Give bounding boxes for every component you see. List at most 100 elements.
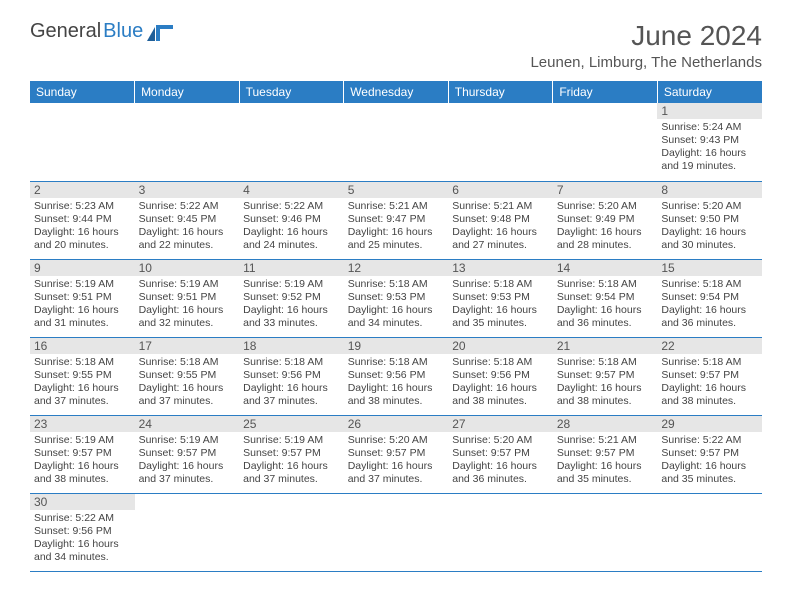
calendar-day-cell: 11Sunrise: 5:19 AMSunset: 9:52 PMDayligh… [239,259,344,337]
daylight-text: Daylight: 16 hours and 35 minutes. [557,460,654,486]
sunset-text: Sunset: 9:54 PM [557,291,654,304]
day-number: 3 [135,182,240,198]
day-content: Sunrise: 5:22 AMSunset: 9:45 PMDaylight:… [135,198,240,255]
sunset-text: Sunset: 9:57 PM [452,447,549,460]
sunset-text: Sunset: 9:57 PM [557,447,654,460]
day-number: 17 [135,338,240,354]
day-content: Sunrise: 5:20 AMSunset: 9:57 PMDaylight:… [448,432,553,489]
sunset-text: Sunset: 9:57 PM [661,447,758,460]
calendar-day-cell: 22Sunrise: 5:18 AMSunset: 9:57 PMDayligh… [657,337,762,415]
day-content: Sunrise: 5:19 AMSunset: 9:52 PMDaylight:… [239,276,344,333]
day-content: Sunrise: 5:19 AMSunset: 9:57 PMDaylight:… [135,432,240,489]
day-number: 1 [657,103,762,119]
calendar-header-row: SundayMondayTuesdayWednesdayThursdayFrid… [30,81,762,103]
sunrise-text: Sunrise: 5:18 AM [348,278,445,291]
sunset-text: Sunset: 9:55 PM [139,369,236,382]
day-number: 11 [239,260,344,276]
day-number: 8 [657,182,762,198]
day-content: Sunrise: 5:20 AMSunset: 9:49 PMDaylight:… [553,198,658,255]
sunset-text: Sunset: 9:56 PM [243,369,340,382]
day-content: Sunrise: 5:18 AMSunset: 9:53 PMDaylight:… [448,276,553,333]
calendar-empty-cell [657,493,762,571]
calendar-week-row: 1Sunrise: 5:24 AMSunset: 9:43 PMDaylight… [30,103,762,181]
day-number: 9 [30,260,135,276]
sunset-text: Sunset: 9:45 PM [139,213,236,226]
day-content: Sunrise: 5:22 AMSunset: 9:57 PMDaylight:… [657,432,762,489]
calendar-day-cell: 17Sunrise: 5:18 AMSunset: 9:55 PMDayligh… [135,337,240,415]
daylight-text: Daylight: 16 hours and 27 minutes. [452,226,549,252]
calendar-week-row: 30Sunrise: 5:22 AMSunset: 9:56 PMDayligh… [30,493,762,571]
day-number: 25 [239,416,344,432]
location: Leunen, Limburg, The Netherlands [530,54,762,71]
day-content: Sunrise: 5:18 AMSunset: 9:56 PMDaylight:… [344,354,449,411]
daylight-text: Daylight: 16 hours and 30 minutes. [661,226,758,252]
calendar-day-cell: 3Sunrise: 5:22 AMSunset: 9:45 PMDaylight… [135,181,240,259]
daylight-text: Daylight: 16 hours and 37 minutes. [348,460,445,486]
day-content: Sunrise: 5:21 AMSunset: 9:47 PMDaylight:… [344,198,449,255]
day-number: 29 [657,416,762,432]
calendar-empty-cell [553,103,658,181]
day-content: Sunrise: 5:22 AMSunset: 9:56 PMDaylight:… [30,510,135,567]
day-content: Sunrise: 5:18 AMSunset: 9:54 PMDaylight:… [553,276,658,333]
sunset-text: Sunset: 9:44 PM [34,213,131,226]
calendar-week-row: 16Sunrise: 5:18 AMSunset: 9:55 PMDayligh… [30,337,762,415]
sunset-text: Sunset: 9:57 PM [139,447,236,460]
sunset-text: Sunset: 9:56 PM [452,369,549,382]
sunset-text: Sunset: 9:46 PM [243,213,340,226]
sunset-text: Sunset: 9:57 PM [557,369,654,382]
sunset-text: Sunset: 9:56 PM [34,525,131,538]
daylight-text: Daylight: 16 hours and 34 minutes. [34,538,131,564]
daylight-text: Daylight: 16 hours and 28 minutes. [557,226,654,252]
day-number: 18 [239,338,344,354]
calendar-empty-cell [239,493,344,571]
calendar-body: 1Sunrise: 5:24 AMSunset: 9:43 PMDaylight… [30,103,762,571]
calendar-empty-cell [30,103,135,181]
day-content: Sunrise: 5:18 AMSunset: 9:56 PMDaylight:… [448,354,553,411]
daylight-text: Daylight: 16 hours and 38 minutes. [452,382,549,408]
title-block: June 2024 Leunen, Limburg, The Netherlan… [530,20,762,71]
calendar-day-cell: 29Sunrise: 5:22 AMSunset: 9:57 PMDayligh… [657,415,762,493]
weekday-header: Thursday [448,81,553,103]
weekday-header: Sunday [30,81,135,103]
sunrise-text: Sunrise: 5:24 AM [661,121,758,134]
calendar-empty-cell [448,103,553,181]
sunset-text: Sunset: 9:56 PM [348,369,445,382]
calendar-empty-cell [239,103,344,181]
day-content: Sunrise: 5:18 AMSunset: 9:56 PMDaylight:… [239,354,344,411]
sunrise-text: Sunrise: 5:19 AM [34,278,131,291]
daylight-text: Daylight: 16 hours and 37 minutes. [139,460,236,486]
sunset-text: Sunset: 9:51 PM [139,291,236,304]
sunrise-text: Sunrise: 5:19 AM [139,434,236,447]
sunrise-text: Sunrise: 5:21 AM [348,200,445,213]
sunset-text: Sunset: 9:57 PM [348,447,445,460]
calendar-empty-cell [344,103,449,181]
daylight-text: Daylight: 16 hours and 20 minutes. [34,226,131,252]
sunrise-text: Sunrise: 5:18 AM [661,356,758,369]
month-year: June 2024 [530,20,762,52]
sunrise-text: Sunrise: 5:22 AM [34,512,131,525]
sunset-text: Sunset: 9:57 PM [34,447,131,460]
sunrise-text: Sunrise: 5:21 AM [557,434,654,447]
daylight-text: Daylight: 16 hours and 38 minutes. [661,382,758,408]
sunset-text: Sunset: 9:53 PM [348,291,445,304]
daylight-text: Daylight: 16 hours and 36 minutes. [557,304,654,330]
sunrise-text: Sunrise: 5:19 AM [243,434,340,447]
sunrise-text: Sunrise: 5:20 AM [661,200,758,213]
day-content: Sunrise: 5:18 AMSunset: 9:57 PMDaylight:… [657,354,762,411]
sunset-text: Sunset: 9:51 PM [34,291,131,304]
day-number: 22 [657,338,762,354]
day-number: 7 [553,182,658,198]
calendar-day-cell: 5Sunrise: 5:21 AMSunset: 9:47 PMDaylight… [344,181,449,259]
daylight-text: Daylight: 16 hours and 32 minutes. [139,304,236,330]
daylight-text: Daylight: 16 hours and 33 minutes. [243,304,340,330]
calendar-day-cell: 9Sunrise: 5:19 AMSunset: 9:51 PMDaylight… [30,259,135,337]
daylight-text: Daylight: 16 hours and 25 minutes. [348,226,445,252]
sunset-text: Sunset: 9:54 PM [661,291,758,304]
day-content: Sunrise: 5:20 AMSunset: 9:57 PMDaylight:… [344,432,449,489]
day-number: 24 [135,416,240,432]
sunrise-text: Sunrise: 5:21 AM [452,200,549,213]
sunset-text: Sunset: 9:53 PM [452,291,549,304]
day-number: 4 [239,182,344,198]
sunrise-text: Sunrise: 5:23 AM [34,200,131,213]
sunrise-text: Sunrise: 5:18 AM [557,356,654,369]
